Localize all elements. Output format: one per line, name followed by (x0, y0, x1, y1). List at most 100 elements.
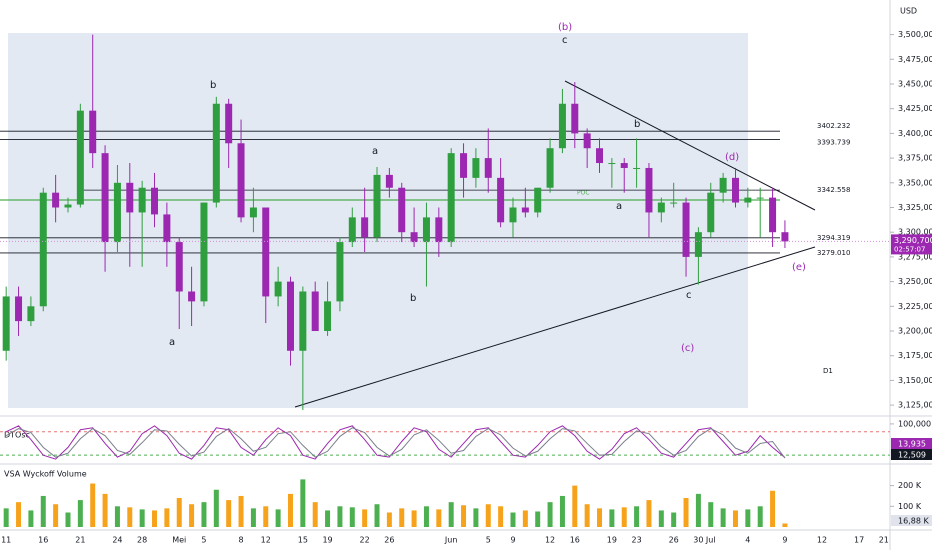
x-tick-label: 12 (817, 536, 827, 545)
x-tick-label: 21 (879, 536, 889, 545)
level-label: 3393.739 (817, 139, 850, 147)
candle-body (101, 153, 109, 243)
y-tick-label: 3,325,000 (898, 203, 932, 212)
volume-bar (53, 504, 59, 527)
x-tick-label: 30 (693, 536, 703, 545)
candle-body (64, 204, 72, 208)
volume-bar (3, 508, 9, 527)
candle-body (237, 143, 245, 218)
candle-body (126, 182, 134, 213)
candle-body (324, 301, 332, 332)
volume-bar (349, 507, 355, 527)
candle-body (534, 187, 542, 213)
volume-bar (325, 510, 331, 527)
candle-body (385, 174, 393, 188)
volume-bar (139, 509, 145, 527)
level-label: 3342.558 (817, 186, 850, 194)
volume-bar (90, 483, 96, 527)
volume-bar (745, 509, 751, 527)
volume-bar (164, 508, 170, 527)
wave-label: b (410, 293, 416, 304)
volume-bar (77, 500, 83, 527)
x-tick-label: 17 (854, 536, 864, 545)
candle-body (521, 207, 529, 213)
volume-bar (559, 495, 565, 527)
candle-body (76, 110, 84, 205)
countdown: 02:57:07 (894, 245, 925, 253)
x-tick-label: Mei (172, 536, 186, 545)
candle-body (509, 207, 517, 223)
candle-body (151, 187, 159, 215)
trendline (294, 246, 816, 408)
y-tick-label: 3,450,000 (898, 79, 932, 88)
volume-bar (671, 512, 677, 527)
volume-bar (658, 510, 664, 527)
x-tick-label: Jul (705, 536, 716, 545)
x-tick-label: 21 (75, 536, 85, 545)
y-tick-label: 3,150,000 (898, 376, 932, 385)
volume-bar (535, 511, 541, 527)
volume-bar (250, 508, 256, 527)
candle-body (645, 167, 653, 213)
candle-body (27, 306, 35, 322)
volume-bar (720, 508, 726, 527)
candle-body (571, 103, 579, 134)
volume-bar (399, 508, 405, 527)
y-tick-label: 3,475,000 (898, 55, 932, 64)
x-tick-label: 26 (669, 536, 679, 545)
volume-bar (473, 508, 479, 527)
volume-bar (485, 504, 491, 527)
osc-name: DTOsc (4, 431, 30, 440)
volume-bar (411, 510, 417, 527)
candle-body (188, 291, 196, 302)
volume-bar (201, 502, 207, 527)
volume-value-label: 16,88 K (898, 517, 929, 526)
wave-label: b (634, 119, 640, 130)
volume-bar (16, 502, 22, 527)
x-tick-label: 8 (238, 536, 243, 545)
candle-body (398, 187, 406, 233)
candle-body (472, 158, 480, 178)
x-tick-label: 22 (360, 536, 370, 545)
osc-value-box (891, 449, 932, 460)
level-label: 3279.010 (817, 249, 850, 257)
volume-bar (510, 512, 516, 527)
volume-bar (423, 506, 429, 527)
y-tick-label: 3,175,000 (898, 351, 932, 360)
y-tick-label: 3,400,000 (898, 129, 932, 138)
volume-bar (127, 507, 133, 527)
candle-body (348, 217, 356, 243)
volume-bar (275, 509, 281, 527)
y-tick-label: 3,425,000 (898, 104, 932, 113)
candle-body (39, 192, 47, 307)
volume-bar (683, 498, 689, 527)
y-tick-label: 3,125,000 (898, 401, 932, 410)
level-label: 3402.232 (817, 122, 850, 130)
volume-name: VSA Wyckoff Volume (4, 470, 87, 479)
volume-bar (213, 489, 219, 527)
candle-body (311, 291, 319, 332)
timeframe: D1 (823, 367, 833, 375)
volume-bar (152, 510, 158, 527)
osc-tick-label: 100,000 (898, 419, 931, 428)
wave-label: a (169, 337, 175, 348)
volume-bar (448, 502, 454, 527)
x-tick-label: 4 (745, 536, 750, 545)
candle-body (2, 296, 10, 351)
last-price-label: 3,290,700 (894, 236, 932, 245)
volume-bar (757, 506, 763, 527)
wave-label: (e) (792, 262, 806, 273)
volume-bar (300, 479, 306, 527)
x-tick-label: 23 (632, 536, 642, 545)
trendline (564, 80, 816, 211)
candle-body (769, 197, 777, 233)
candle-body (249, 207, 257, 218)
osc-value-label: 13,935 (898, 440, 926, 449)
candle-body (657, 202, 665, 213)
candle-body (286, 281, 294, 351)
x-tick-label: 19 (607, 536, 617, 545)
candle-body (410, 232, 418, 243)
volume-bar (102, 493, 108, 527)
x-tick-label: 9 (782, 536, 787, 545)
x-tick-label: 26 (384, 536, 394, 545)
